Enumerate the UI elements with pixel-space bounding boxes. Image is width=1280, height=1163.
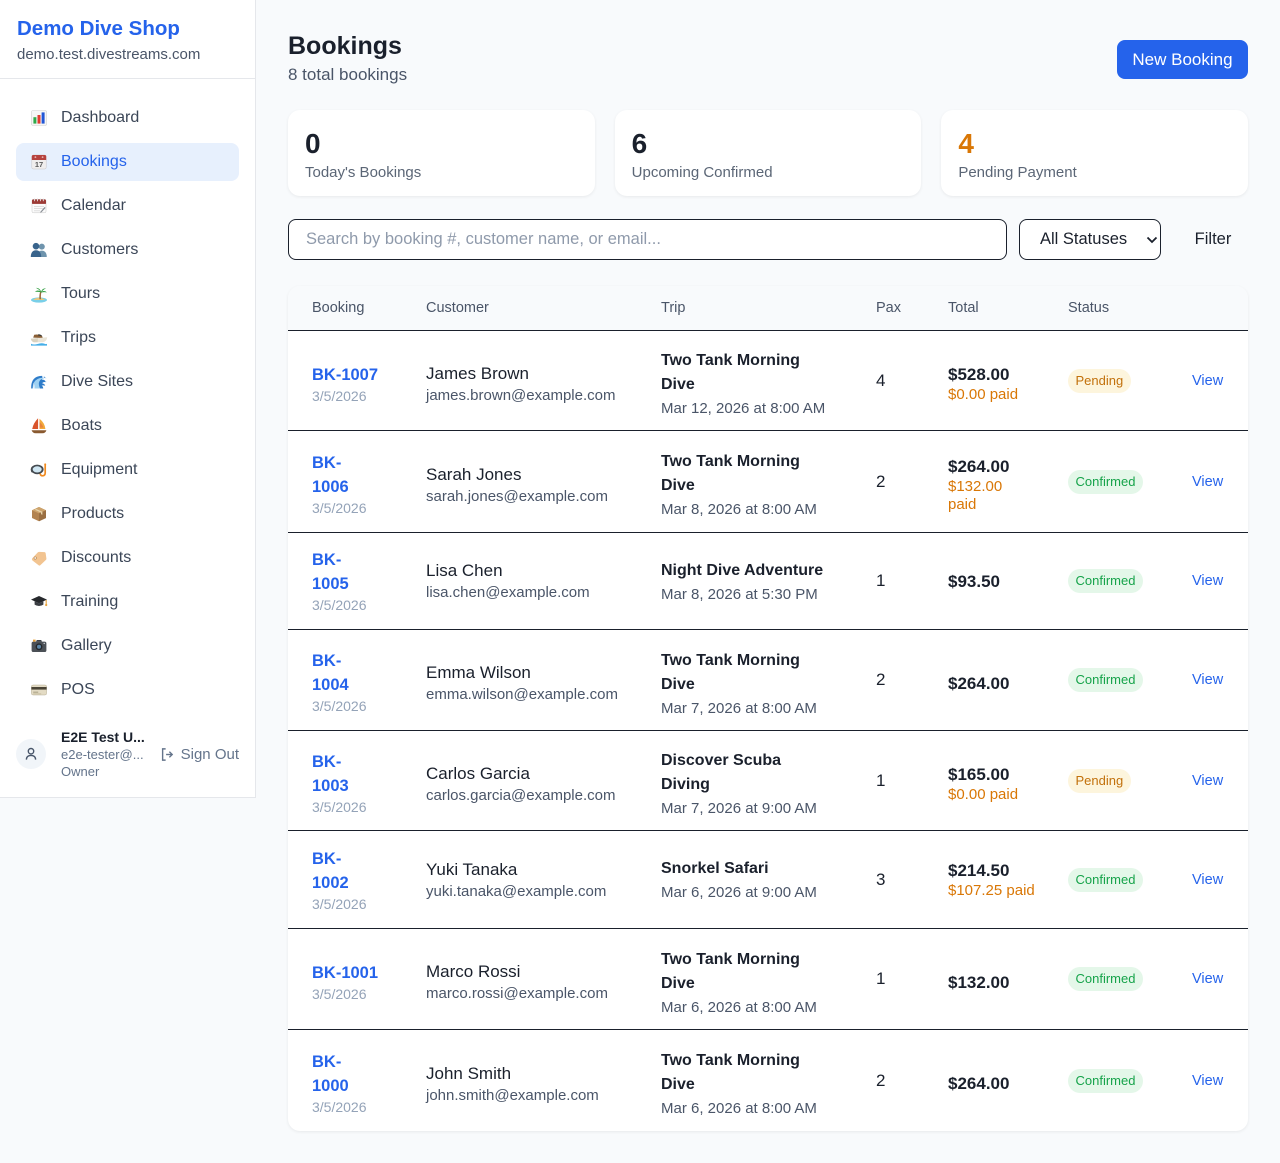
svg-text:17: 17 — [35, 160, 43, 169]
